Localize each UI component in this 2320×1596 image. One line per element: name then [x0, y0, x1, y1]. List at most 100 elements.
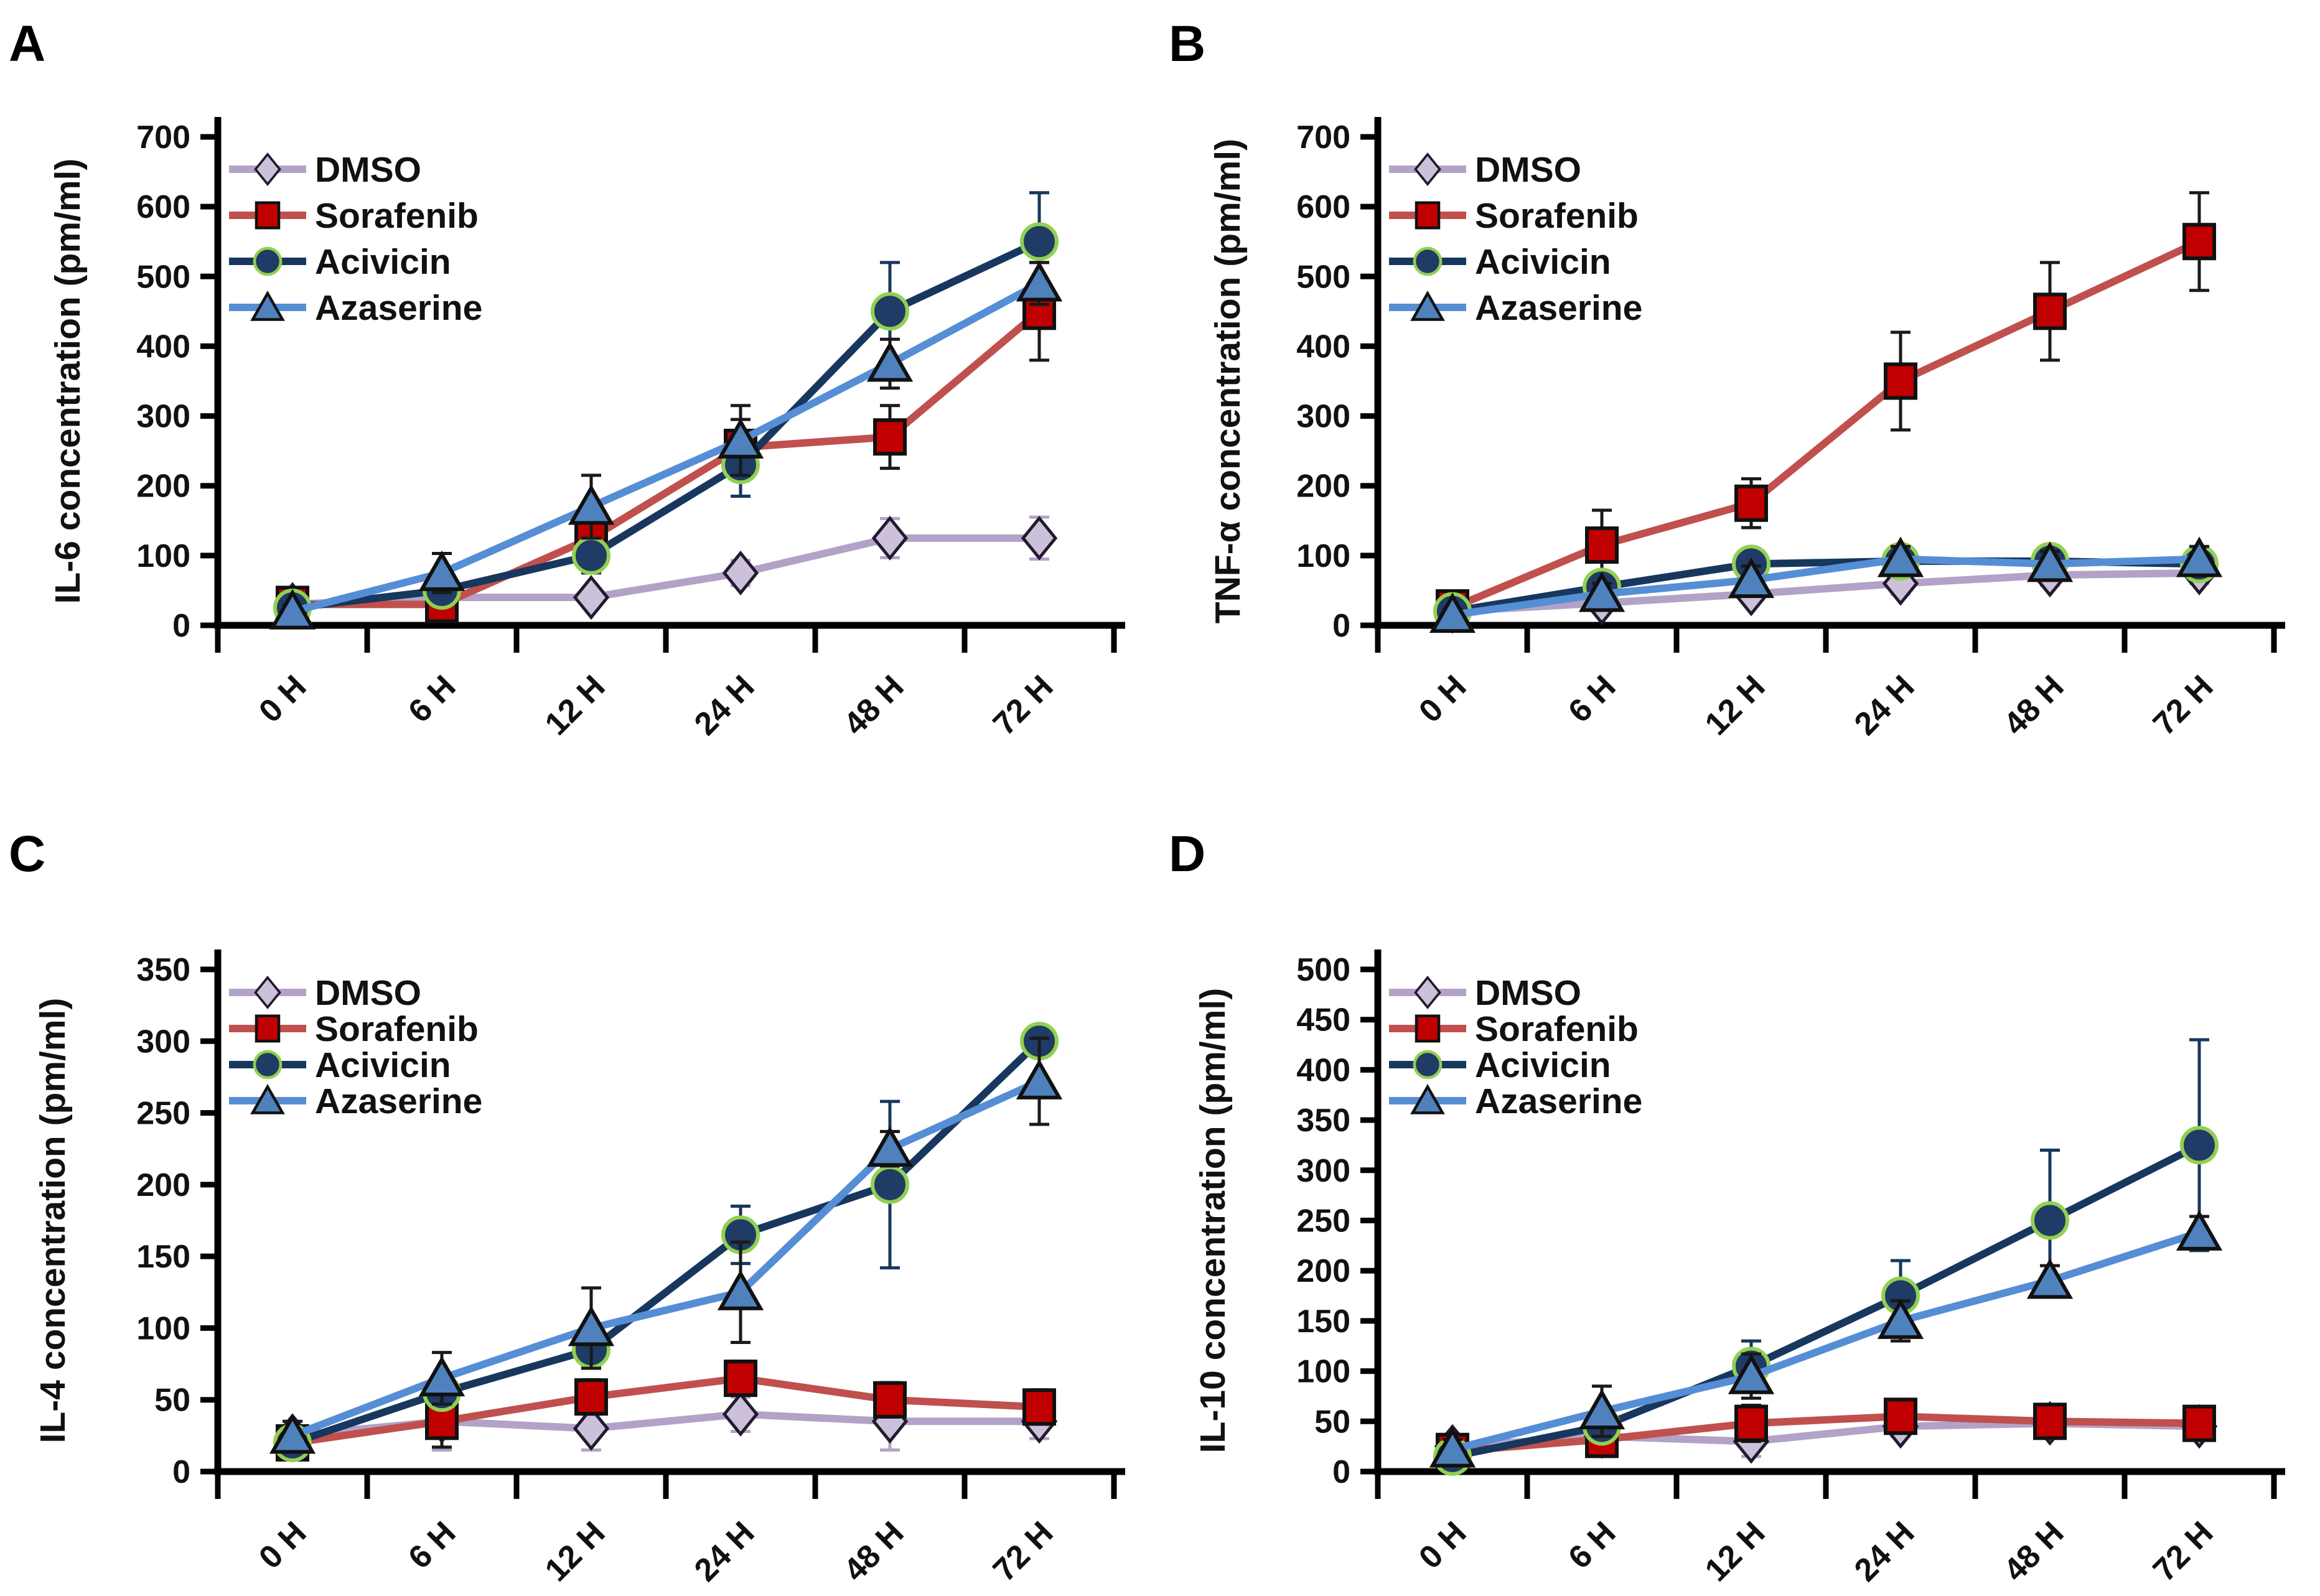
triangle-marker-Azaserine: [717, 1269, 764, 1310]
y-tick-label: 50: [1314, 1404, 1350, 1440]
legend-label: Sorafenib: [315, 196, 479, 236]
legend-label: DMSO: [1475, 150, 1581, 190]
y-axis-title: TNF-α concentration (pm/ml): [1208, 139, 1248, 623]
series-line-DMSO: [1452, 569, 2200, 615]
series-line-Acivicin: [1451, 1142, 2201, 1460]
triangle-marker-Azaserine: [1877, 1298, 1924, 1339]
triangle-marker-Azaserine: [1016, 1058, 1063, 1099]
circle-icon: [253, 1050, 283, 1080]
legend-label: DMSO: [315, 150, 421, 190]
diamond-icon: [1414, 152, 1441, 186]
y-tick-label: 150: [1296, 1304, 1350, 1340]
triangle-marker-Azaserine: [1728, 558, 1775, 599]
square-marker-Sorafenib: [724, 1360, 757, 1398]
y-tick-label: 450: [1296, 1002, 1350, 1038]
series-line-Acivicin: [291, 1038, 1042, 1447]
circle-marker-Acivicin: [871, 292, 909, 331]
square-icon: [255, 201, 281, 230]
triangle-icon: [1410, 290, 1445, 321]
triangle-marker-Azaserine: [2176, 536, 2223, 577]
triangle-marker-Azaserine: [418, 1356, 465, 1397]
y-tick-label: 0: [1332, 608, 1350, 644]
square-marker-Sorafenib: [2033, 1402, 2067, 1440]
x-tick-label: 12 H: [538, 668, 612, 742]
legend-label: Azaserine: [315, 1081, 482, 1121]
series-line-Azaserine: [1452, 555, 2200, 619]
y-tick-label: 100: [1296, 1354, 1350, 1390]
x-tick-label: 48 H: [1997, 1514, 2071, 1589]
x-tick-label: 72 H: [2146, 1514, 2220, 1589]
y-tick-label: 200: [136, 1167, 190, 1203]
square-marker-Sorafenib: [1022, 1388, 1056, 1426]
series-Azaserine: [269, 261, 1063, 630]
x-tick-label: 6 H: [1561, 668, 1622, 729]
triangle-marker-Azaserine: [1578, 571, 1625, 612]
x-tick-label: 0 H: [1412, 1514, 1473, 1575]
y-tick-label: 0: [172, 1454, 190, 1490]
triangle-marker-Azaserine: [866, 1126, 914, 1167]
x-tick-label: 24 H: [1848, 1514, 1922, 1589]
series-Azaserine: [269, 1037, 1063, 1454]
triangle-marker-Azaserine: [1578, 1389, 1625, 1430]
diamond-icon: [254, 152, 281, 186]
y-axis-title: IL-6 concentration (pm/ml): [48, 159, 88, 604]
y-tick-label: 400: [1296, 1052, 1350, 1088]
series-Sorafenib: [1436, 191, 2216, 627]
x-tick-label: 24 H: [1848, 668, 1922, 742]
y-tick-label: 350: [136, 952, 190, 988]
diamond-marker-DMSO: [573, 575, 610, 620]
legend-label: Acivicin: [315, 1045, 451, 1085]
circle-icon: [1413, 1050, 1443, 1080]
square-icon: [1415, 1014, 1441, 1043]
x-tick-label: 48 H: [837, 1514, 911, 1589]
legend-label: Sorafenib: [1475, 196, 1639, 236]
legend-item-Azaserine: Azaserine: [229, 1081, 482, 1121]
series-DMSO: [274, 515, 1058, 627]
y-tick-label: 300: [1296, 1153, 1350, 1189]
series-line-Sorafenib: [292, 1374, 1040, 1447]
series-line-Acivicin: [292, 238, 1041, 612]
x-tick-label: 12 H: [1698, 668, 1772, 742]
circle-icon: [253, 246, 283, 276]
legend-label: Azaserine: [1475, 288, 1642, 328]
diamond-icon: [254, 976, 281, 1009]
x-tick-label: 72 H: [986, 1514, 1060, 1589]
diamond-marker-DMSO: [722, 1391, 759, 1437]
legend-item-DMSO: DMSO: [1389, 973, 1581, 1013]
y-tick-label: 0: [1332, 1454, 1350, 1490]
triangle-marker-Azaserine: [1429, 592, 1476, 633]
chart-A: A IL-6 concentration (pm/ml) 0 100 200 300 400…: [9, 16, 1125, 742]
series-Azaserine: [1429, 536, 2223, 633]
panel-label-B: B: [1169, 16, 1205, 72]
legend-label: Acivicin: [315, 242, 451, 282]
y-tick-label: 100: [1296, 538, 1350, 574]
legend-item-Sorafenib: Sorafenib: [1389, 1009, 1639, 1049]
panel-label-D: D: [1169, 826, 1205, 882]
legend-item-Sorafenib: Sorafenib: [229, 196, 479, 236]
panel-a: A IL-6 concentration (pm/ml) 0 100 200 300 400…: [0, 0, 1160, 796]
y-tick-label: 500: [136, 259, 190, 295]
series-line-Sorafenib: [1452, 1412, 2200, 1455]
panel-b: B TNF-α concentration (pm/ml) 0 100 200 300 40…: [1160, 0, 2320, 796]
diamond-marker-DMSO: [871, 515, 909, 561]
triangle-marker-Azaserine: [1429, 1427, 1476, 1468]
square-marker-Sorafenib: [873, 418, 907, 456]
legend-item-Azaserine: Azaserine: [229, 288, 482, 328]
y-tick-label: 300: [1296, 399, 1350, 435]
legend-label: Acivicin: [1475, 1045, 1611, 1085]
y-tick-label: 200: [1296, 1253, 1350, 1289]
chart-C: C IL-4 concentration (pm/ml) 0 50 100 150 200 2…: [9, 826, 1125, 1589]
square-marker-Sorafenib: [1884, 362, 1917, 400]
triangle-marker-Azaserine: [1877, 536, 1924, 577]
y-tick-label: 400: [1296, 329, 1350, 365]
legend-label: Sorafenib: [315, 1009, 479, 1049]
x-tick-label: 72 H: [986, 668, 1060, 742]
square-marker-Sorafenib: [1734, 484, 1768, 522]
y-tick-label: 600: [136, 189, 190, 225]
chart-D: D IL-10 concentration (pm/ml) 0 50 100 150 200…: [1169, 826, 2285, 1589]
diamond-marker-DMSO: [1021, 515, 1058, 561]
x-tick-label: 0 H: [252, 1514, 313, 1575]
panel-label-A: A: [9, 16, 45, 72]
triangle-marker-Azaserine: [269, 589, 316, 630]
x-tick-label: 24 H: [688, 1514, 762, 1589]
